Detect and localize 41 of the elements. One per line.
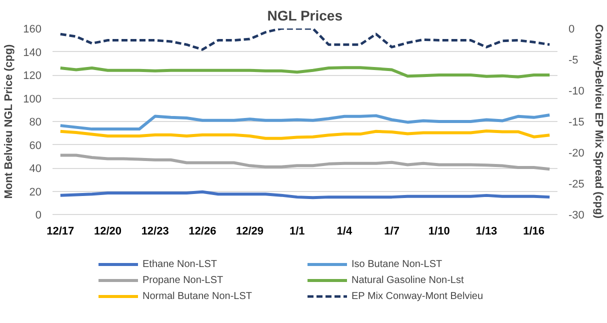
y-tick-label: 100 xyxy=(23,93,42,106)
y2-tick-label: -15 xyxy=(568,116,584,128)
y-axis-title: Mont Belvieu NGL Price (cpg) xyxy=(3,44,16,199)
y-tick-label: 80 xyxy=(29,116,42,128)
chart-title: NGL Prices xyxy=(267,8,343,24)
legend-label: EP Mix Conway-Mont Belvieu xyxy=(352,290,484,302)
y2-tick-label: -20 xyxy=(568,148,584,160)
y-tick-label: 0 xyxy=(35,210,42,222)
y2-tick-label: -30 xyxy=(568,210,584,222)
legend-label: Iso Butane Non-LST xyxy=(352,258,444,270)
line-series xyxy=(58,113,552,131)
x-tick-label: 12/20 xyxy=(94,226,122,238)
y-tick-label: 120 xyxy=(23,70,42,82)
x-tick-label: 1/10 xyxy=(428,226,450,238)
x-tick-label: 12/29 xyxy=(236,226,264,238)
legend-label: Ethane Non-LST xyxy=(142,258,218,270)
line-series xyxy=(59,28,551,51)
x-tick-label: 1/4 xyxy=(336,226,353,238)
y-tick-label: 160 xyxy=(23,24,42,36)
y-tick-label: 60 xyxy=(29,140,42,152)
line-series xyxy=(58,154,552,171)
legend-label: Propane Non-LST xyxy=(142,274,224,286)
y2-axis-title: Conway-Belvieu EP Mix Spread (cpg) xyxy=(592,24,604,219)
x-tick-label: 1/7 xyxy=(384,226,400,238)
legend-label: Natural Gasoline Non-Lst xyxy=(352,274,465,286)
x-tick-label: 1/16 xyxy=(523,226,545,238)
y-tick-label: 20 xyxy=(29,186,42,198)
x-tick-label: 12/17 xyxy=(46,226,74,238)
x-tick-label: 1/13 xyxy=(476,226,498,238)
y-tick-label: 140 xyxy=(23,46,42,59)
y2-tick-label: -25 xyxy=(568,178,584,190)
x-tick-label: 12/23 xyxy=(141,226,169,238)
y-tick-label: 40 xyxy=(29,163,42,175)
line-series xyxy=(58,66,552,78)
line-series xyxy=(58,130,552,140)
y2-tick-label: 0 xyxy=(568,24,575,36)
y2-tick-label: -10 xyxy=(568,86,584,98)
y2-tick-label: -5 xyxy=(568,54,578,66)
x-tick-label: 12/26 xyxy=(188,226,216,238)
x-tick-label: 1/1 xyxy=(289,226,305,238)
legend-label: Normal Butane Non-LST xyxy=(142,290,253,302)
